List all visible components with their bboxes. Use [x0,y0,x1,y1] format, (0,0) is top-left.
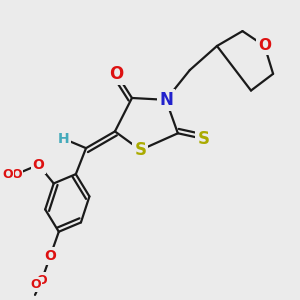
Text: N: N [159,91,173,109]
Text: O: O [110,65,124,83]
Text: H: H [58,132,70,146]
Text: O: O [258,38,271,53]
Text: O: O [2,168,13,181]
Text: O: O [32,158,44,172]
Text: O: O [11,168,22,181]
Text: S: S [134,141,146,159]
Text: S: S [197,130,209,148]
Text: O: O [37,274,47,286]
Text: O: O [31,278,41,291]
Text: O: O [44,249,56,263]
